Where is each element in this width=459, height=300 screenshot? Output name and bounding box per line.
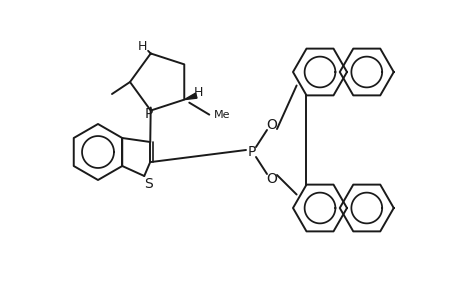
Text: P: P [144,106,152,121]
Text: O: O [266,118,277,132]
Text: O: O [266,172,277,186]
Polygon shape [184,93,196,100]
Text: P: P [247,145,256,159]
Text: S: S [144,177,152,191]
Text: Me: Me [214,110,230,120]
Text: H: H [138,40,147,53]
Text: H: H [193,86,202,99]
